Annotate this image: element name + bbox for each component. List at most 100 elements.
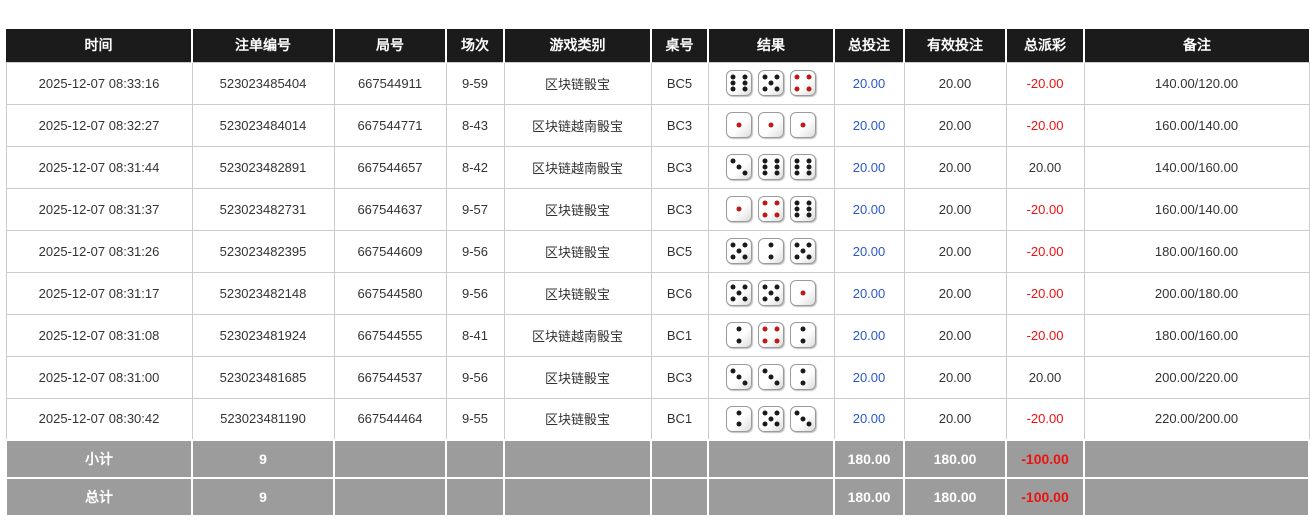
dice-2-icon xyxy=(790,364,816,390)
cell-time: 2025-12-07 08:30:42 xyxy=(5,397,193,441)
dice-result xyxy=(709,70,834,96)
summary-cell-remark xyxy=(1083,439,1310,479)
cell-total-payout: -20.00 xyxy=(1005,271,1085,315)
cell-table-no: BC3 xyxy=(650,187,709,231)
column-header-result: 结果 xyxy=(707,29,835,63)
cell-bet-id: 523023481190 xyxy=(191,397,335,441)
table-summary: 小计 9 180.00 180.00 -100.00 总计 9 180.00 180.00 -10… xyxy=(5,439,1310,517)
dice-6-icon xyxy=(758,154,784,180)
dice-1-icon xyxy=(790,112,816,138)
cell-remark: 200.00/220.00 xyxy=(1083,355,1310,399)
cell-round-id: 667544771 xyxy=(333,103,447,147)
cell-total-bet: 20.00 xyxy=(833,397,905,441)
cell-round-id: 667544580 xyxy=(333,271,447,315)
dice-6-icon xyxy=(790,154,816,180)
dice-2-icon xyxy=(726,405,752,432)
dice-2-icon xyxy=(758,238,784,264)
dice-2-icon xyxy=(790,322,816,348)
cell-total-payout: -20.00 xyxy=(1005,313,1085,357)
dice-3-icon xyxy=(790,405,816,432)
cell-remark: 180.00/160.00 xyxy=(1083,313,1310,357)
cell-session: 9-56 xyxy=(445,229,505,273)
cell-game-type: 区块链骰宝 xyxy=(503,397,652,441)
summary-cell-session xyxy=(445,477,505,517)
cell-table-no: BC5 xyxy=(650,61,709,105)
dice-result xyxy=(709,196,834,222)
cell-table-no: BC3 xyxy=(650,355,709,399)
table-header: 时间 注单编号 局号 场次 游戏类别 桌号 结果 总投注 有效投注 总派彩 备注 xyxy=(6,29,1309,63)
column-header-total-payout: 总派彩 xyxy=(1005,29,1085,63)
cell-total-bet: 20.00 xyxy=(833,103,905,147)
cell-result xyxy=(707,271,835,315)
column-header-game-type: 游戏类别 xyxy=(503,29,652,63)
table-row: 2025-12-07 08:31:00 523023481685 667544537… xyxy=(5,355,1310,399)
summary-cell-valid-bet: 180.00 xyxy=(903,477,1007,517)
cell-bet-id: 523023482731 xyxy=(191,187,335,231)
cell-bet-id: 523023482891 xyxy=(191,145,335,189)
cell-session: 9-57 xyxy=(445,187,505,231)
table-row: 2025-12-07 08:31:44 523023482891 667544657… xyxy=(5,145,1310,189)
cell-total-payout: -20.00 xyxy=(1005,103,1085,147)
cell-game-type: 区块链骰宝 xyxy=(503,61,652,105)
cell-remark: 160.00/140.00 xyxy=(1083,187,1310,231)
cell-result xyxy=(707,229,835,273)
dice-result xyxy=(709,154,834,180)
summary-cell-total-bet: 180.00 xyxy=(833,477,905,517)
dice-4-icon xyxy=(758,196,784,222)
dice-result xyxy=(709,280,834,306)
cell-remark: 200.00/180.00 xyxy=(1083,271,1310,315)
cell-total-bet: 20.00 xyxy=(833,355,905,399)
dice-6-icon xyxy=(790,196,816,222)
column-header-round-id: 局号 xyxy=(333,29,447,63)
cell-table-no: BC1 xyxy=(650,313,709,357)
dice-1-icon xyxy=(726,196,752,222)
cell-remark: 160.00/140.00 xyxy=(1083,103,1310,147)
cell-game-type: 区块链越南骰宝 xyxy=(503,313,652,357)
summary-row-grand-total: 总计 9 180.00 180.00 -100.00 xyxy=(5,477,1310,517)
cell-bet-id: 523023481924 xyxy=(191,313,335,357)
cell-result xyxy=(707,187,835,231)
cell-total-bet: 20.00 xyxy=(833,229,905,273)
cell-remark: 220.00/200.00 xyxy=(1083,397,1310,441)
summary-cell-game-type xyxy=(503,439,652,479)
cell-round-id: 667544637 xyxy=(333,187,447,231)
cell-total-bet: 20.00 xyxy=(833,271,905,315)
cell-time: 2025-12-07 08:31:17 xyxy=(5,271,193,315)
summary-cell-total-payout: -100.00 xyxy=(1005,477,1085,517)
cell-total-payout: 20.00 xyxy=(1005,355,1085,399)
cell-result xyxy=(707,145,835,189)
cell-game-type: 区块链骰宝 xyxy=(503,229,652,273)
cell-round-id: 667544537 xyxy=(333,355,447,399)
cell-total-bet: 20.00 xyxy=(833,145,905,189)
cell-round-id: 667544911 xyxy=(333,61,447,105)
cell-game-type: 区块链骰宝 xyxy=(503,355,652,399)
cell-round-id: 667544464 xyxy=(333,397,447,441)
cell-total-payout: 20.00 xyxy=(1005,145,1085,189)
dice-5-icon xyxy=(758,70,784,96)
cell-valid-bet: 20.00 xyxy=(903,271,1007,315)
table-row: 2025-12-07 08:31:26 523023482395 667544609… xyxy=(5,229,1310,273)
cell-valid-bet: 20.00 xyxy=(903,61,1007,105)
column-header-session: 场次 xyxy=(445,29,505,63)
cell-valid-bet: 20.00 xyxy=(903,103,1007,147)
cell-bet-id: 523023482148 xyxy=(191,271,335,315)
cell-valid-bet: 20.00 xyxy=(903,229,1007,273)
cell-total-bet: 20.00 xyxy=(833,313,905,357)
summary-cell-valid-bet: 180.00 xyxy=(903,439,1007,479)
cell-bet-id: 523023484014 xyxy=(191,103,335,147)
table-row: 2025-12-07 08:33:16 523023485404 667544911… xyxy=(5,61,1310,105)
summary-cell-total-bet: 180.00 xyxy=(833,439,905,479)
cell-remark: 140.00/160.00 xyxy=(1083,145,1310,189)
summary-cell-bet-id: 9 xyxy=(191,439,335,479)
cell-bet-id: 523023482395 xyxy=(191,229,335,273)
dice-3-icon xyxy=(758,364,784,390)
dice-2-icon xyxy=(726,322,752,348)
cell-session: 8-41 xyxy=(445,313,505,357)
dice-6-icon xyxy=(726,70,752,96)
cell-total-payout: -20.00 xyxy=(1005,229,1085,273)
column-header-bet-id: 注单编号 xyxy=(191,29,335,63)
cell-time: 2025-12-07 08:31:00 xyxy=(5,355,193,399)
dice-5-icon xyxy=(758,280,784,306)
cell-game-type: 区块链越南骰宝 xyxy=(503,103,652,147)
cell-time: 2025-12-07 08:32:27 xyxy=(5,103,193,147)
